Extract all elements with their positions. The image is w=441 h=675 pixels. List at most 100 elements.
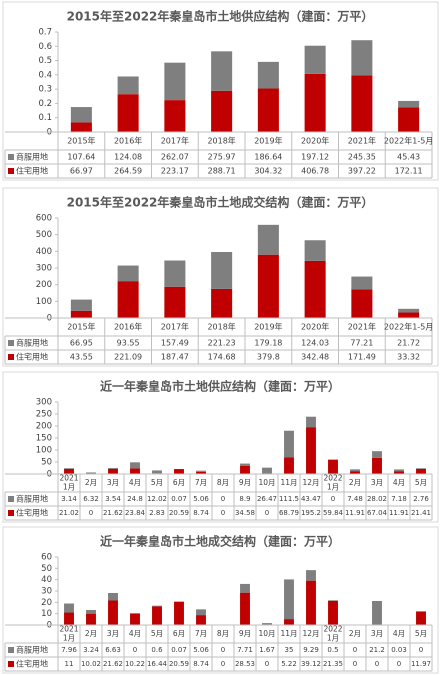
data-label: 304.32	[254, 167, 282, 176]
data-label: 0	[221, 646, 225, 654]
bar	[372, 600, 382, 625]
data-label: 7.96	[61, 646, 77, 654]
bar	[284, 457, 294, 474]
x-tick-label: 2021年	[348, 322, 376, 332]
y-tick-label: 500	[36, 230, 52, 240]
bar	[70, 122, 92, 132]
y-tick-label: 400	[36, 247, 52, 257]
bar	[117, 94, 139, 132]
bar	[328, 600, 338, 601]
data-label: 45.43	[397, 153, 420, 162]
data-label: 0.5	[327, 646, 338, 654]
bar	[130, 468, 140, 474]
data-label: 0	[89, 509, 93, 517]
x-tick-label: 2021 1月	[59, 474, 78, 492]
x-tick-label: 3月	[107, 629, 119, 638]
data-label: 67.04	[367, 509, 388, 517]
data-label: 7.71	[237, 646, 253, 654]
bar	[211, 90, 233, 132]
bar	[108, 467, 118, 469]
bar	[86, 613, 96, 625]
x-tick-label: 2019年	[254, 136, 282, 146]
chart-title: 近一年秦皇岛市土地供应结构（建面：万平）	[100, 379, 340, 394]
bar	[350, 471, 360, 474]
data-label: 66.95	[70, 339, 93, 348]
bar	[64, 603, 74, 613]
data-label: 23.84	[125, 509, 146, 517]
bar	[257, 254, 279, 318]
x-tick-label: 2月	[349, 478, 361, 487]
legend-swatch	[8, 647, 14, 653]
data-label: 93.55	[117, 339, 140, 348]
y-tick-label: 100	[36, 297, 52, 307]
x-tick-label: 4月	[129, 629, 141, 638]
bar	[117, 281, 139, 318]
data-label: 111.5	[279, 495, 299, 503]
bar	[262, 623, 272, 625]
y-tick-label: 200	[36, 280, 52, 290]
bar	[257, 88, 279, 132]
data-label: 186.64	[254, 153, 282, 162]
data-label: 34.58	[235, 509, 255, 517]
data-label: 28.02	[367, 495, 387, 503]
x-tick-label: 8月	[217, 478, 229, 487]
bar	[86, 472, 96, 474]
x-tick-label: 7月	[195, 629, 207, 638]
data-label: 397.22	[348, 167, 376, 176]
bar	[398, 107, 420, 132]
legend-swatch	[8, 354, 14, 360]
legend-label: 商服用地	[16, 338, 48, 348]
data-label: 0	[353, 646, 357, 654]
data-label: 77.21	[350, 339, 373, 348]
y-tick-label: 0.6	[38, 42, 52, 52]
bar	[130, 462, 140, 469]
data-label: 43.47	[301, 495, 321, 503]
bar	[398, 312, 420, 318]
bar	[284, 430, 294, 458]
bar	[117, 265, 139, 282]
legend-label: 商服用地	[16, 645, 48, 655]
data-label: 107.64	[67, 153, 95, 162]
legend-label: 住宅用地	[16, 166, 48, 176]
bar	[64, 612, 74, 625]
data-label: 26.47	[257, 495, 277, 503]
bar	[174, 469, 184, 474]
y-tick-label: 250	[36, 410, 52, 420]
y-tick-label: 0.3	[38, 85, 52, 95]
legend-label: 商服用地	[16, 494, 48, 504]
data-label: 21.35	[323, 660, 343, 668]
data-label: 8.74	[193, 660, 209, 668]
bar	[211, 288, 233, 318]
x-tick-label: 7月	[195, 478, 207, 487]
y-tick-label: 200	[36, 422, 52, 432]
x-tick-label: 11月	[280, 478, 297, 487]
data-label: 179.18	[254, 339, 282, 348]
x-tick-label: 3月	[107, 478, 119, 487]
data-label: 0	[221, 495, 225, 503]
data-label: 0	[331, 495, 335, 503]
data-label: 8.74	[193, 509, 209, 517]
chart-title: 2015年至2022年秦皇岛市土地成交结构（建面：万平）	[67, 195, 374, 210]
x-tick-label: 2018年	[207, 322, 235, 332]
y-tick-label: 20	[41, 598, 52, 608]
data-label: 245.35	[348, 153, 376, 162]
bar	[211, 51, 233, 91]
data-label: 221.09	[114, 353, 142, 362]
data-label: 24.8	[127, 495, 143, 503]
data-label: 8.9	[239, 495, 250, 503]
y-tick-label: 100	[36, 446, 52, 456]
bar	[152, 606, 162, 625]
bar	[130, 613, 140, 625]
data-label: 21.72	[397, 339, 420, 348]
data-label: 0.07	[171, 646, 187, 654]
data-label: 288.71	[208, 167, 236, 176]
data-label: 11.91	[345, 509, 365, 517]
bar	[117, 76, 139, 95]
x-tick-label: 2019年	[254, 322, 282, 332]
data-label: 3.54	[105, 495, 121, 503]
bar	[196, 609, 206, 616]
legend-swatch	[8, 168, 14, 174]
x-tick-label: 12月	[302, 629, 319, 638]
bar	[240, 465, 250, 474]
